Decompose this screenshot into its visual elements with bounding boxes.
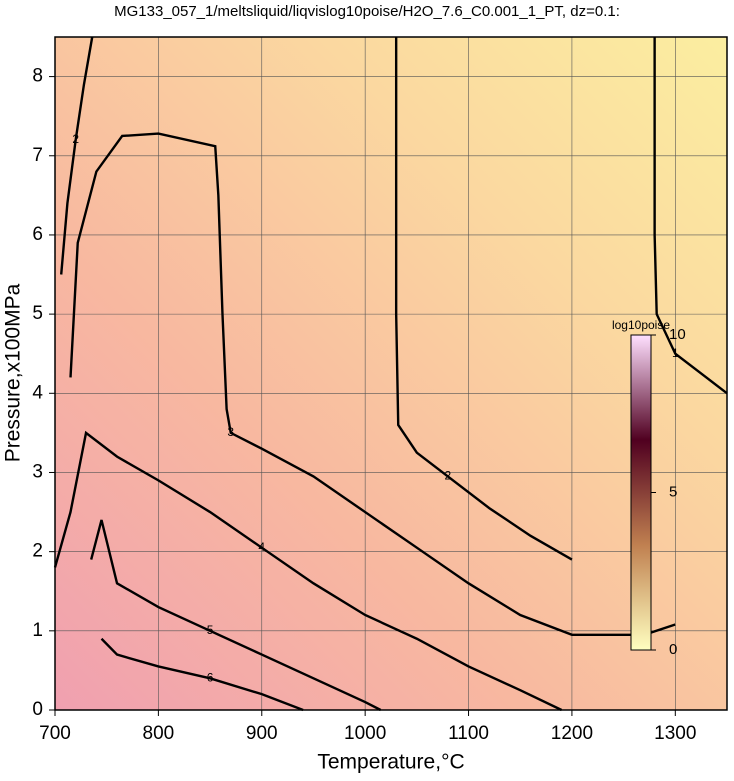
colorbar-tick-label: 0 [669,641,677,658]
plot-background [55,37,727,710]
contour-label: 2 [72,132,79,146]
contour-line [69,132,676,636]
x-tick-label: 700 [39,723,71,744]
x-tick-label: 1100 [448,723,489,744]
contour-line [60,36,94,275]
contour-label: 5 [207,623,214,637]
plot-area: 1 2 2 3 4 5 6 [53,36,728,712]
colorbar [630,334,652,651]
x-tick-label: 1000 [344,723,386,744]
contour-line [53,430,563,712]
y-tick-label: 4 [32,382,43,403]
y-tick-label: 2 [32,541,43,562]
contour-line [100,637,304,712]
contour-line [90,519,382,712]
contour-label: 6 [207,671,214,685]
colorbar-tick-label: 5 [669,483,677,500]
contour-line [653,37,728,395]
y-tick-label: 8 [32,66,43,87]
y-tick-label: 3 [32,461,43,482]
contour-line [394,37,573,561]
plot-frame [54,36,728,711]
x-tick-label: 800 [143,723,175,744]
y-tick-label: 0 [32,699,43,720]
x-axis-label: Temperature,°C [317,751,464,774]
colorbar-label: log10poise [612,318,670,332]
chart-title: MG133_057_1/meltsliquid/liqvislog10poise… [114,3,620,20]
x-tick-label: 1300 [654,723,696,744]
x-tick-label: 1200 [551,723,593,744]
colorbar-tick-label: 10 [669,326,686,343]
contour-label: 3 [227,425,234,439]
y-tick-label: 6 [32,224,43,245]
contour-label: 1 [672,346,679,360]
y-tick-label: 7 [32,145,43,166]
y-axis-label: Pressure,x100MPa [2,283,25,462]
contour-label: 4 [258,540,265,554]
y-tick-label: 1 [32,620,43,641]
x-tick-label: 900 [246,723,278,744]
contour-label: 2 [445,469,452,483]
y-tick-label: 5 [32,303,43,324]
